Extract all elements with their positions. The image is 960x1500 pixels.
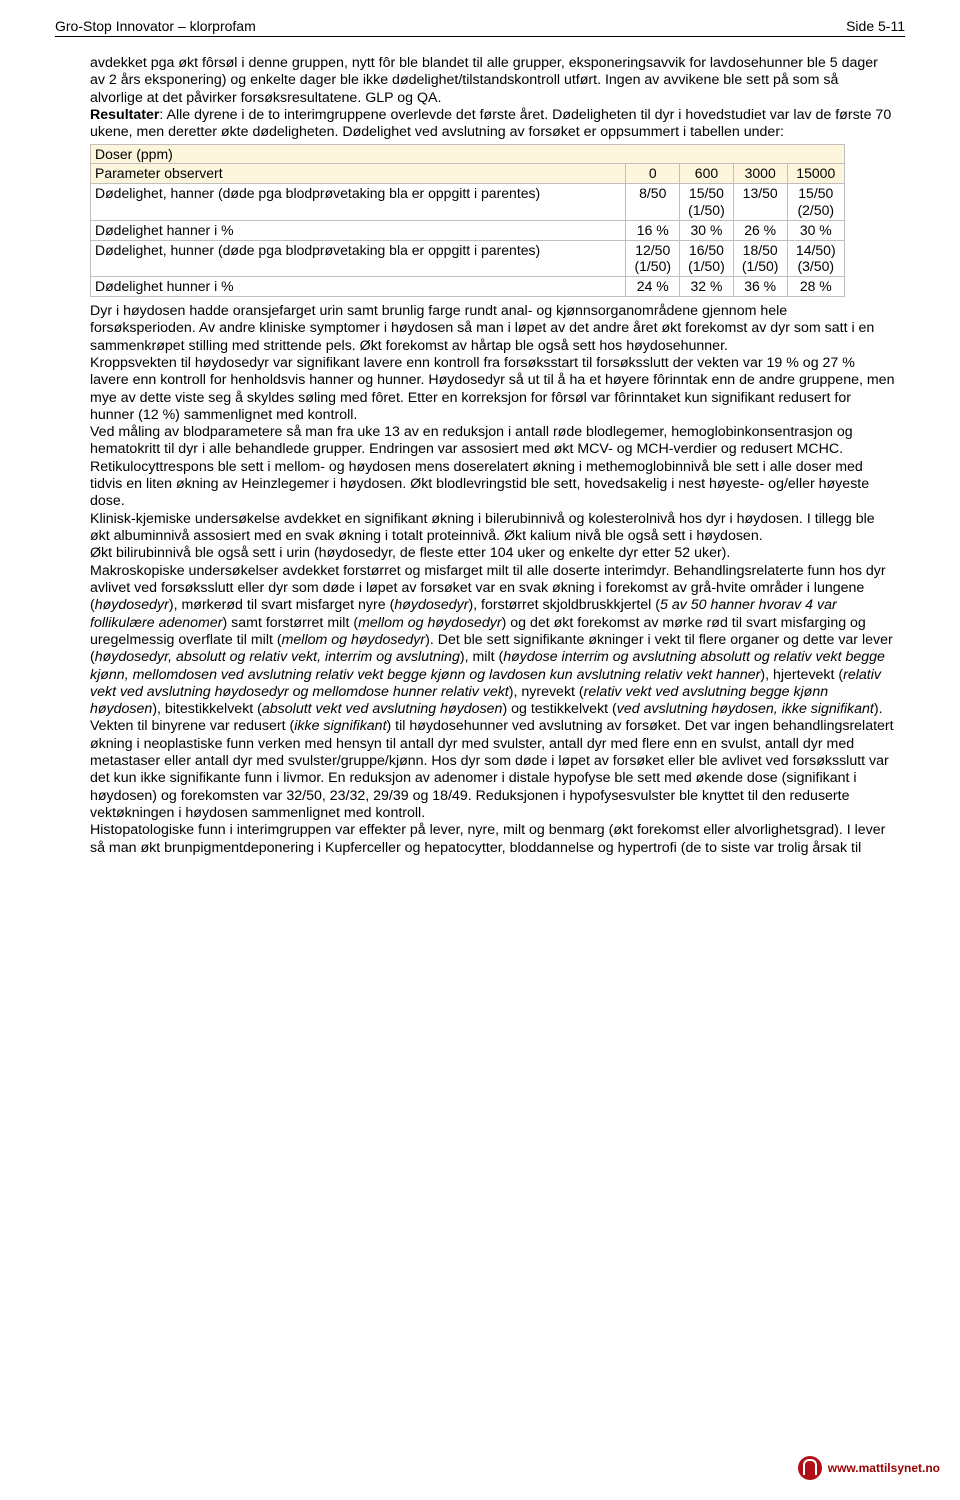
para-6: Klinisk-kjemiske undersøkelse avdekket e… [90,511,875,544]
body-content: avdekket pga økt fôrsøl i denne gruppen,… [90,55,895,142]
header-right: Side 5-11 [846,18,905,34]
col-1: 600 [680,164,734,184]
footer: www.mattilsynet.no [798,1456,940,1480]
body-continued: Dyr i høydosen hadde oransjefarget urin … [90,303,895,857]
header-left: Gro-Stop Innovator – klorprofam [55,18,256,34]
footer-url: www.mattilsynet.no [828,1461,940,1475]
col-2: 3000 [733,164,787,184]
col-3: 15000 [787,164,844,184]
table-row: Dødelighet, hanner (døde pga blodprøveta… [91,184,845,221]
table-row: Dødelighet hanner i % 16 % 30 % 26 % 30 … [91,220,845,240]
para-4: Kroppsvekten til høydosedyr var signifik… [90,355,894,423]
mattilsynet-logo-icon [798,1456,822,1480]
table-row: Dødelighet, hunner (døde pga blodprøveta… [91,240,845,277]
para-1: avdekket pga økt fôrsøl i denne gruppen,… [90,55,878,106]
mortality-table: Doser (ppm) Parameter observert 0 600 30… [90,144,845,297]
page-header: Gro-Stop Innovator – klorprofam Side 5-1… [55,18,905,37]
para-5: Ved måling av blodparametere så man fra … [90,424,869,509]
param-header: Parameter observert [91,164,626,184]
para-2: : Alle dyrene i de to interimgruppene ov… [90,107,891,140]
doser-header: Doser (ppm) [91,144,845,164]
para-7: Økt bilirubinnivå ble også sett i urin (… [90,545,730,561]
col-0: 0 [626,164,680,184]
para-9: Histopatologiske funn i interimgruppen v… [90,822,885,855]
para-3: Dyr i høydosen hadde oransjefarget urin … [90,303,874,354]
para-8: Makroskopiske undersøkelser avdekket for… [90,563,894,821]
table-row: Dødelighet hunner i % 24 % 32 % 36 % 28 … [91,277,845,297]
resultater-label: Resultater [90,107,159,123]
